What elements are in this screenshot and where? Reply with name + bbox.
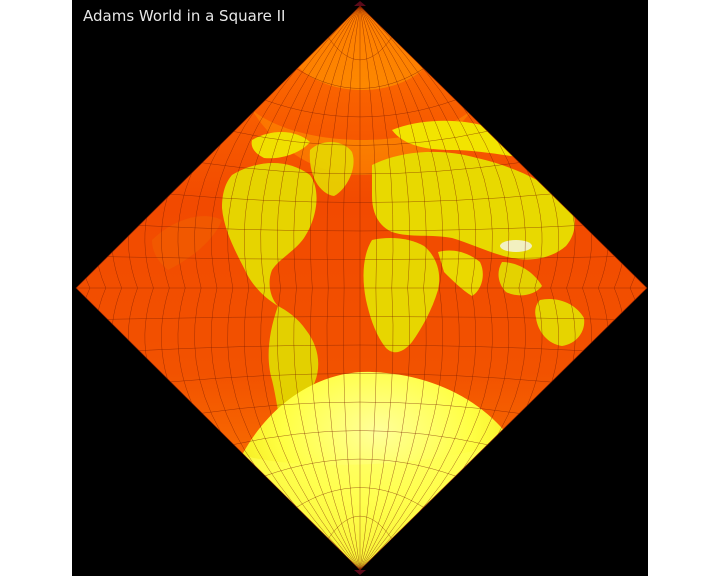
world-map [75,1,648,575]
land-north-america [222,162,317,306]
parallel-line [232,131,488,146]
south-pole-marker [354,570,366,575]
parallel-line [137,344,583,351]
parallel-line [264,458,456,477]
parallel-line [296,487,424,508]
parallel-line [296,68,424,89]
parallel-line [105,316,615,320]
parallel-line [137,225,583,232]
land-north-america-north [251,131,310,159]
land-south-america [268,306,319,430]
land-greenland [309,141,354,196]
land-southeast-asia [498,262,542,296]
parallel-line [264,99,456,118]
parallel-line [169,373,551,383]
land-siberia [392,120,542,160]
parallel-line [201,162,519,175]
parallel-line [169,193,551,203]
parallel-line [328,515,392,539]
land-eurasia [372,151,575,260]
parallel-line [105,256,615,260]
map-canvas: Adams World in a Square II [72,0,648,576]
parallel-line [201,401,519,414]
parallel-line [232,430,488,445]
map-title: Adams World in a Square II [83,7,286,25]
land-africa [363,238,440,353]
ice-tibet [500,240,532,252]
north-pole-marker [354,1,366,6]
graticule [76,6,647,570]
land-east-asia-west-edge [152,216,222,270]
parallel-line [328,37,392,61]
land-australia [535,298,585,346]
